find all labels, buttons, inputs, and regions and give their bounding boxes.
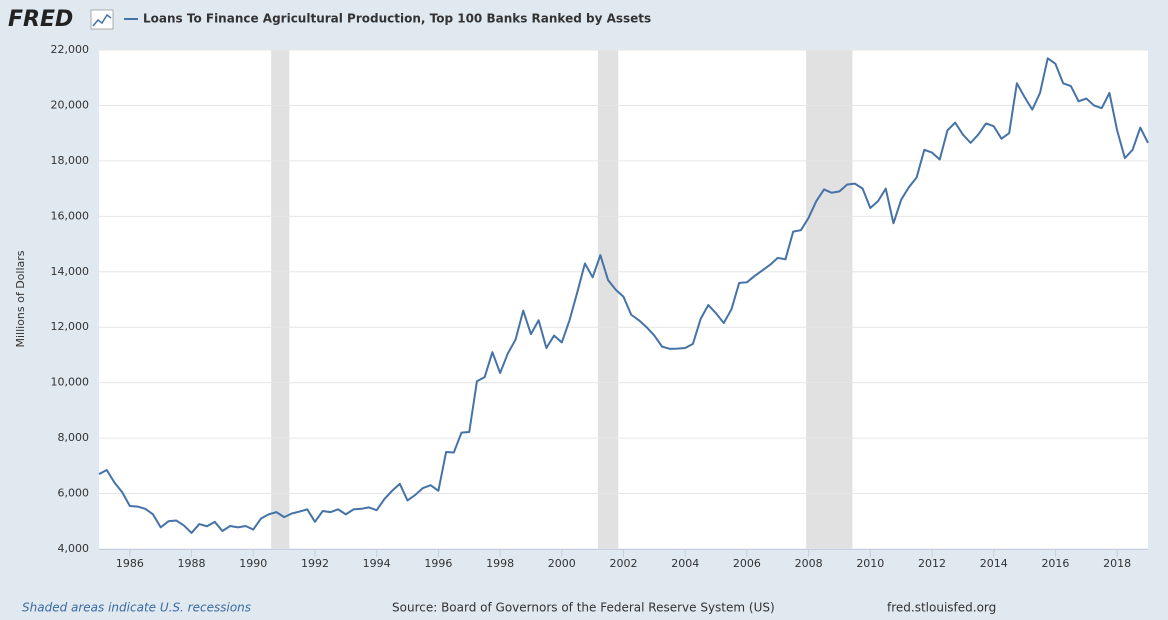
x-tick-label: 2006 <box>733 557 761 570</box>
y-tick-label: 4,000 <box>58 542 90 555</box>
logo-icon <box>90 9 114 30</box>
y-tick-label: 16,000 <box>51 209 90 222</box>
y-tick-label: 22,000 <box>51 43 90 56</box>
x-tick-label: 1994 <box>363 557 391 570</box>
x-tick-label: 2010 <box>856 557 884 570</box>
source: Source: Board of Governors of the Federa… <box>392 601 775 615</box>
x-tick-label: 1996 <box>424 557 452 570</box>
x-tick-label: 2000 <box>548 557 576 570</box>
x-tick-label: 1990 <box>239 557 267 570</box>
recession-band <box>806 50 853 549</box>
recession-band <box>271 50 290 549</box>
logo: FRED <box>8 7 73 32</box>
y-tick-label: 12,000 <box>51 320 90 333</box>
x-tick-label: 1988 <box>178 557 206 570</box>
x-tick-label: 2008 <box>795 557 823 570</box>
url[interactable]: fred.stlouisfed.org <box>887 601 996 615</box>
series-line <box>98 57 1149 534</box>
y-tick-label: 6,000 <box>58 487 90 500</box>
y-axis-label: Millions of Dollars <box>14 250 27 347</box>
x-tick-label: 1998 <box>486 557 514 570</box>
x-tick-label: 2002 <box>610 557 638 570</box>
note[interactable]: Shaded areas indicate U.S. recessions <box>22 601 251 615</box>
y-tick-label: 10,000 <box>51 376 90 389</box>
x-tick-label: 1992 <box>301 557 329 570</box>
legend-entry: Loans To Finance Agricultural Production… <box>143 12 651 26</box>
x-tick-label: 2004 <box>671 557 699 570</box>
x-tick-label: 2014 <box>980 557 1008 570</box>
y-tick-label: 14,000 <box>51 265 90 278</box>
y-tick-label: 8,000 <box>58 431 90 444</box>
x-tick-label: 2012 <box>918 557 946 570</box>
x-tick-label: 2016 <box>1041 557 1069 570</box>
x-tick-label: 2018 <box>1103 557 1131 570</box>
y-tick-label: 20,000 <box>51 98 90 111</box>
y-tick-label: 18,000 <box>51 154 90 167</box>
recession-band <box>597 50 619 549</box>
x-tick-label: 1986 <box>116 557 144 570</box>
